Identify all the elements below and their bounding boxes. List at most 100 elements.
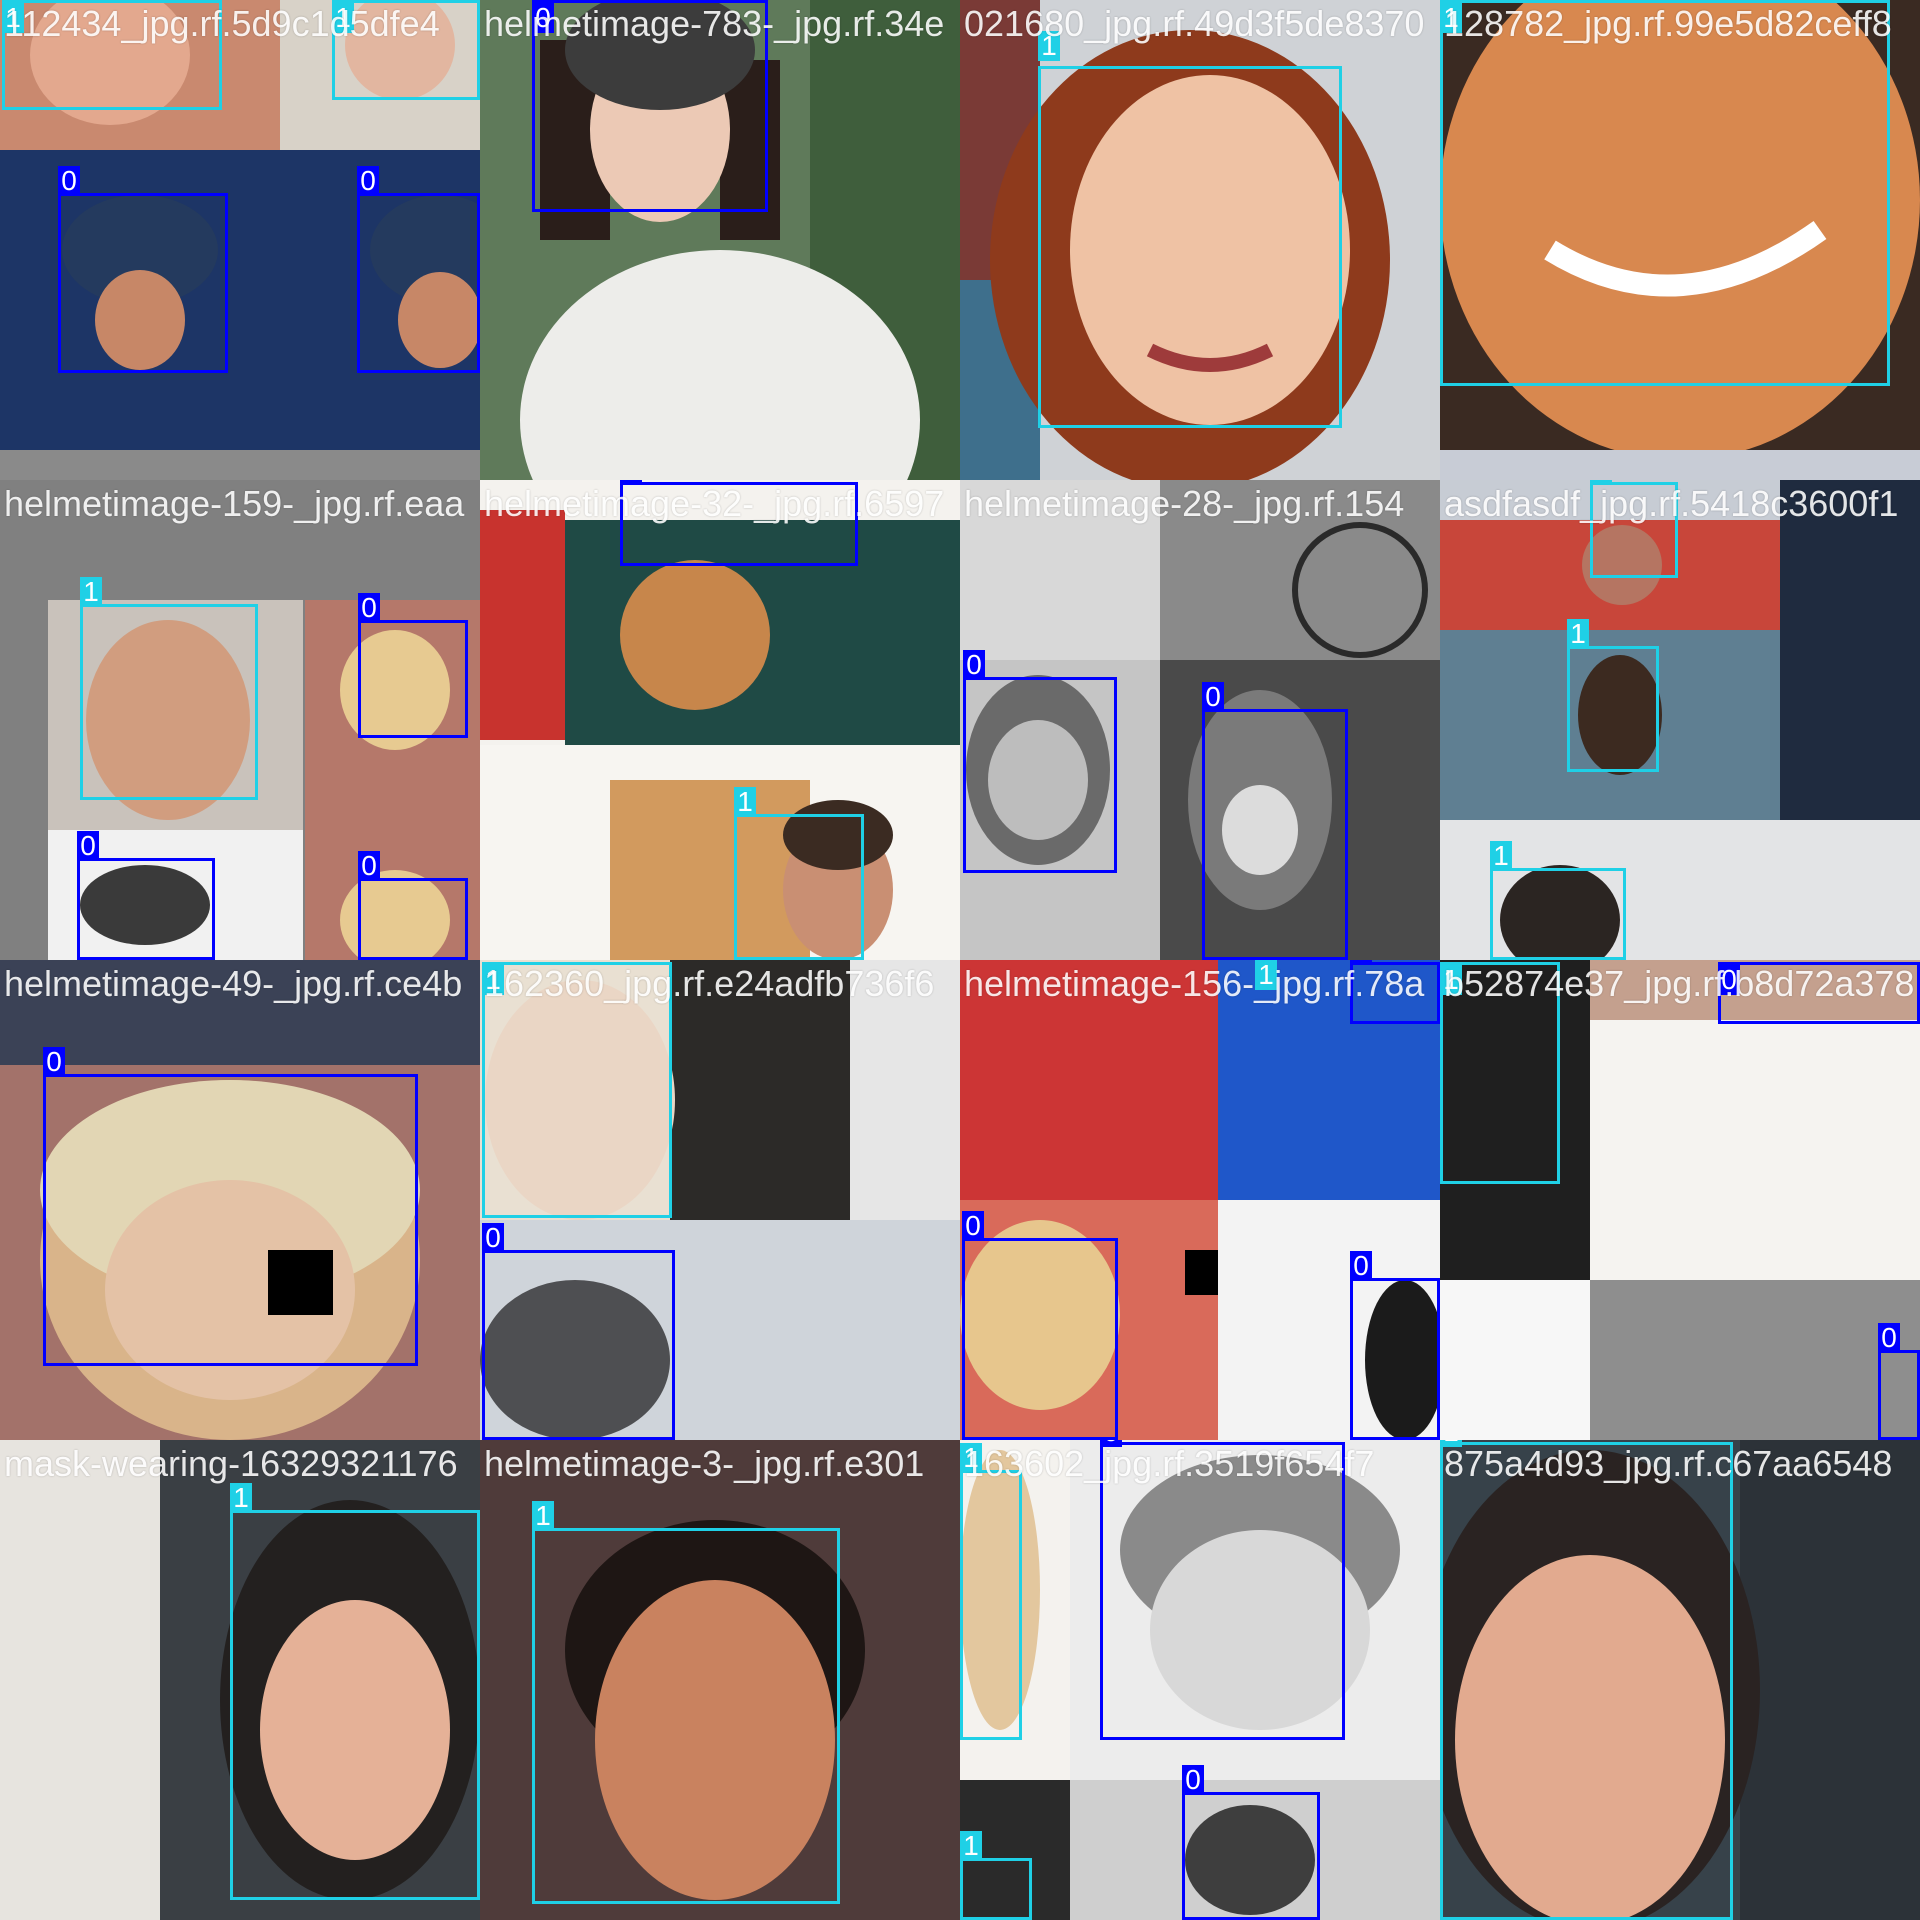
- class-label: 1: [230, 1483, 252, 1513]
- class-label: 0: [482, 1223, 504, 1253]
- class-label: 1: [482, 965, 504, 995]
- class-label: 1: [1255, 960, 1277, 990]
- tile-caption: asdfasdf_jpg.rf.5418c3600f1: [1444, 483, 1899, 524]
- tile-caption: 875a4d93_jpg.rf.c67aa6548: [1444, 1443, 1893, 1484]
- bounding-box: 1: [1440, 0, 1890, 386]
- mosaic-tile: 163602_jpg.rf.3519f654f7 1 0 0 1: [960, 1440, 1440, 1920]
- bounding-box: 1: [80, 577, 258, 800]
- tile-caption: helmetimage-783-_jpg.rf.34e: [484, 3, 945, 44]
- class-label: 0: [1182, 1765, 1204, 1795]
- tile-photo: [960, 960, 1440, 1440]
- bounding-box: 0: [1350, 960, 1440, 1024]
- class-label: 1: [1567, 619, 1589, 649]
- bounding-box: 1: [1490, 841, 1626, 960]
- mosaic-tile: 021680_jpg.rf.49d3f5de8370 1: [960, 0, 1440, 480]
- class-label: 1: [1440, 965, 1462, 995]
- bounding-box: 1: [1440, 962, 1560, 1184]
- class-label: 0: [620, 480, 642, 485]
- class-label: 1: [532, 1501, 554, 1531]
- tile-photo: [0, 960, 480, 1440]
- bounding-box: 1: [1590, 480, 1678, 578]
- class-label: 0: [1350, 960, 1372, 965]
- tile-caption: helmetimage-49-_jpg.rf.ce4b: [4, 963, 463, 1004]
- class-label: 1: [1440, 3, 1462, 33]
- tile-photo: [0, 0, 480, 480]
- class-label: 0: [357, 166, 379, 196]
- class-label: 0: [963, 650, 985, 680]
- bounding-box: 0: [358, 593, 468, 738]
- bounding-box: 1: [1255, 960, 1298, 990]
- mosaic-tile: helmetimage-3-_jpg.rf.e301 1: [480, 1440, 960, 1920]
- class-label: 1: [1440, 1440, 1462, 1447]
- bounding-box: 0: [1182, 1765, 1320, 1920]
- tile-photo: [0, 1440, 480, 1920]
- tile-photo: [1440, 960, 1920, 1440]
- class-label: 1: [1038, 31, 1060, 61]
- bounding-box: 1: [960, 1443, 1022, 1740]
- class-label: 1: [1590, 480, 1612, 485]
- bounding-box: 1: [1567, 619, 1659, 772]
- class-label: 0: [358, 851, 380, 881]
- tile-caption: 163602_jpg.rf.3519f654f7: [964, 1443, 1375, 1484]
- mosaic-tile: helmetimage-28-_jpg.rf.154 0 0: [960, 480, 1440, 960]
- bounding-box: 1: [332, 0, 480, 100]
- class-label: 0: [962, 1211, 984, 1241]
- class-label: 1: [960, 1831, 982, 1861]
- class-label: 0: [77, 831, 99, 861]
- tile-photo: [480, 480, 960, 960]
- bounding-box: 0: [1100, 1440, 1345, 1740]
- bounding-box: 0: [358, 851, 468, 960]
- bounding-box: 1: [1440, 1440, 1733, 1920]
- tile-caption: mask-wearing-16329321176: [4, 1443, 458, 1484]
- tile-caption: b52874e37_jpg.rf.b8d72a378: [1444, 963, 1915, 1004]
- class-label: 1: [1490, 841, 1512, 871]
- mosaic-tile: helmetimage-156-_jpg.rf.78a 0 0 0 1: [960, 960, 1440, 1440]
- bounding-box: 0: [77, 831, 215, 960]
- bounding-box: 0: [1878, 1323, 1920, 1440]
- bounding-box: 0: [963, 650, 1117, 873]
- mosaic-tile: helmetimage-32-_jpg.rf.6597 0 1: [480, 480, 960, 960]
- bounding-box: 1: [1038, 31, 1342, 428]
- tile-photo: [1440, 480, 1920, 960]
- bounding-box: 1: [2, 0, 222, 110]
- mosaic-tile: helmetimage-49-_jpg.rf.ce4b 0: [0, 960, 480, 1440]
- tile-caption: 162360_jpg.rf.e24adfb736f6: [484, 963, 935, 1004]
- tile-caption: helmetimage-32-_jpg.rf.6597: [484, 483, 945, 524]
- class-label: 1: [960, 1443, 982, 1473]
- tile-caption: helmetimage-3-_jpg.rf.e301: [484, 1443, 925, 1484]
- class-label: 0: [1878, 1323, 1900, 1353]
- class-label: 0: [1202, 682, 1224, 712]
- bounding-box: 0: [532, 0, 768, 212]
- mosaic-tile: helmetimage-783-_jpg.rf.34e 0: [480, 0, 960, 480]
- bounding-box: 0: [620, 480, 858, 566]
- tile-photo: [1440, 0, 1920, 480]
- class-label: 0: [1350, 1251, 1372, 1281]
- bounding-box: 0: [962, 1211, 1118, 1440]
- tile-caption: 128782_jpg.rf.99e5d82ceff8: [1444, 3, 1892, 44]
- tile-photo: [480, 0, 960, 480]
- mosaic-tile: 162360_jpg.rf.e24adfb736f6 1 0: [480, 960, 960, 1440]
- tile-caption: helmetimage-156-_jpg.rf.78a: [964, 963, 1425, 1004]
- tile-caption: 112434_jpg.rf.5d9c1d5dfe4: [4, 3, 440, 44]
- class-label: 0: [58, 166, 80, 196]
- class-label: 1: [332, 3, 354, 33]
- tile-caption: helmetimage-159-_jpg.rf.eaa: [4, 483, 465, 524]
- mosaic-tile: 128782_jpg.rf.99e5d82ceff8 1: [1440, 0, 1920, 480]
- bounding-box: 1: [532, 1501, 840, 1904]
- mosaic-tile: 112434_jpg.rf.5d9c1d5dfe4 1 1 0 0: [0, 0, 480, 480]
- tile-photo: [960, 480, 1440, 960]
- bounding-box: 1: [482, 962, 672, 1218]
- class-label: 0: [532, 3, 554, 33]
- class-label: 1: [734, 787, 756, 817]
- bounding-box: 0: [43, 1047, 418, 1366]
- class-label: 1: [2, 3, 24, 33]
- tile-caption: helmetimage-28-_jpg.rf.154: [964, 483, 1405, 524]
- tile-photo: [480, 960, 960, 1440]
- tile-photo: [480, 1440, 960, 1920]
- tile-photo: [1440, 1440, 1920, 1920]
- bounding-box: 0: [1350, 1251, 1440, 1440]
- bounding-box: 0: [1202, 682, 1348, 960]
- class-label: 0: [1100, 1440, 1122, 1447]
- mosaic-tile: b52874e37_jpg.rf.b8d72a378 1 0 0: [1440, 960, 1920, 1440]
